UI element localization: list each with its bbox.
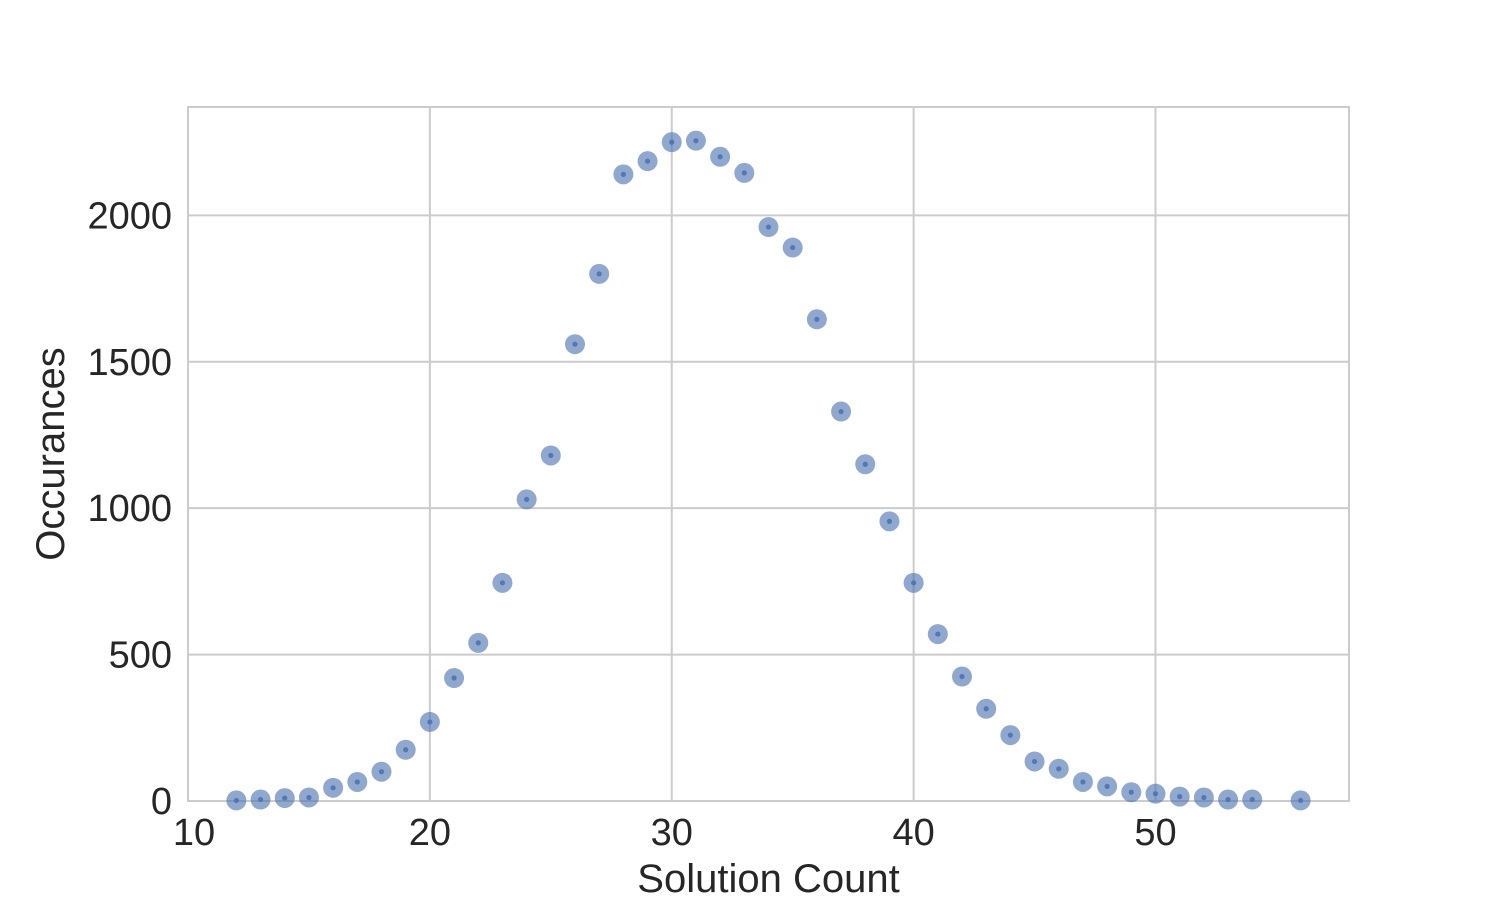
data-point	[637, 151, 658, 172]
data-point	[371, 761, 392, 782]
plot-frame	[187, 106, 1350, 802]
data-point	[952, 666, 972, 687]
data-point	[613, 164, 634, 185]
data-point	[1145, 783, 1166, 804]
data-point	[395, 739, 416, 760]
data-points	[226, 130, 1311, 811]
data-point	[444, 668, 465, 689]
y-tick-label: 500	[109, 635, 172, 677]
data-point	[1072, 771, 1093, 792]
data-point	[323, 777, 344, 798]
x-tick-label: 40	[892, 812, 934, 854]
data-point	[1000, 725, 1021, 746]
data-point	[347, 771, 368, 792]
x-tick-label: 10	[173, 812, 215, 854]
data-point	[855, 454, 876, 475]
data-point	[1024, 751, 1045, 772]
x-axis-title: Solution Count	[637, 857, 899, 900]
grid-layer	[187, 107, 1349, 802]
data-point	[806, 309, 827, 330]
x-tick-labels: 10 20 30 40 50	[173, 812, 1177, 854]
data-point	[831, 401, 852, 422]
y-tick-label: 1500	[87, 342, 172, 384]
data-point	[226, 790, 247, 811]
data-point	[468, 632, 489, 653]
data-point	[927, 624, 948, 645]
y-tick-label: 2000	[87, 195, 172, 237]
x-tick-label: 20	[409, 812, 451, 854]
data-point	[710, 146, 731, 167]
data-point	[976, 698, 997, 719]
data-point	[565, 334, 585, 355]
x-tick-label: 50	[1134, 812, 1176, 854]
data-point	[1169, 786, 1190, 807]
y-tick-labels: 0 500 1000 1500 2000	[87, 195, 172, 823]
data-point	[1218, 789, 1239, 810]
data-point	[685, 130, 706, 151]
data-point	[1097, 776, 1118, 797]
data-point	[782, 237, 803, 258]
data-point	[758, 217, 779, 238]
data-point	[1048, 758, 1069, 779]
data-point	[516, 489, 537, 510]
x-tick-label: 30	[651, 812, 693, 854]
data-point	[250, 789, 271, 810]
data-point	[589, 263, 610, 284]
data-point	[1193, 787, 1214, 808]
data-point	[734, 162, 755, 183]
data-point	[492, 572, 513, 593]
data-point	[274, 788, 295, 809]
data-point	[661, 132, 682, 153]
data-point	[419, 711, 440, 732]
data-point	[540, 445, 561, 466]
data-point	[1290, 790, 1311, 811]
y-axis-title: Occurances	[29, 347, 73, 560]
data-point	[1242, 789, 1263, 810]
data-point	[879, 511, 900, 532]
data-point	[1121, 782, 1142, 803]
y-tick-label: 1000	[87, 488, 172, 530]
data-point	[298, 787, 319, 808]
y-tick-label: 0	[151, 781, 172, 823]
data-point	[903, 572, 924, 593]
